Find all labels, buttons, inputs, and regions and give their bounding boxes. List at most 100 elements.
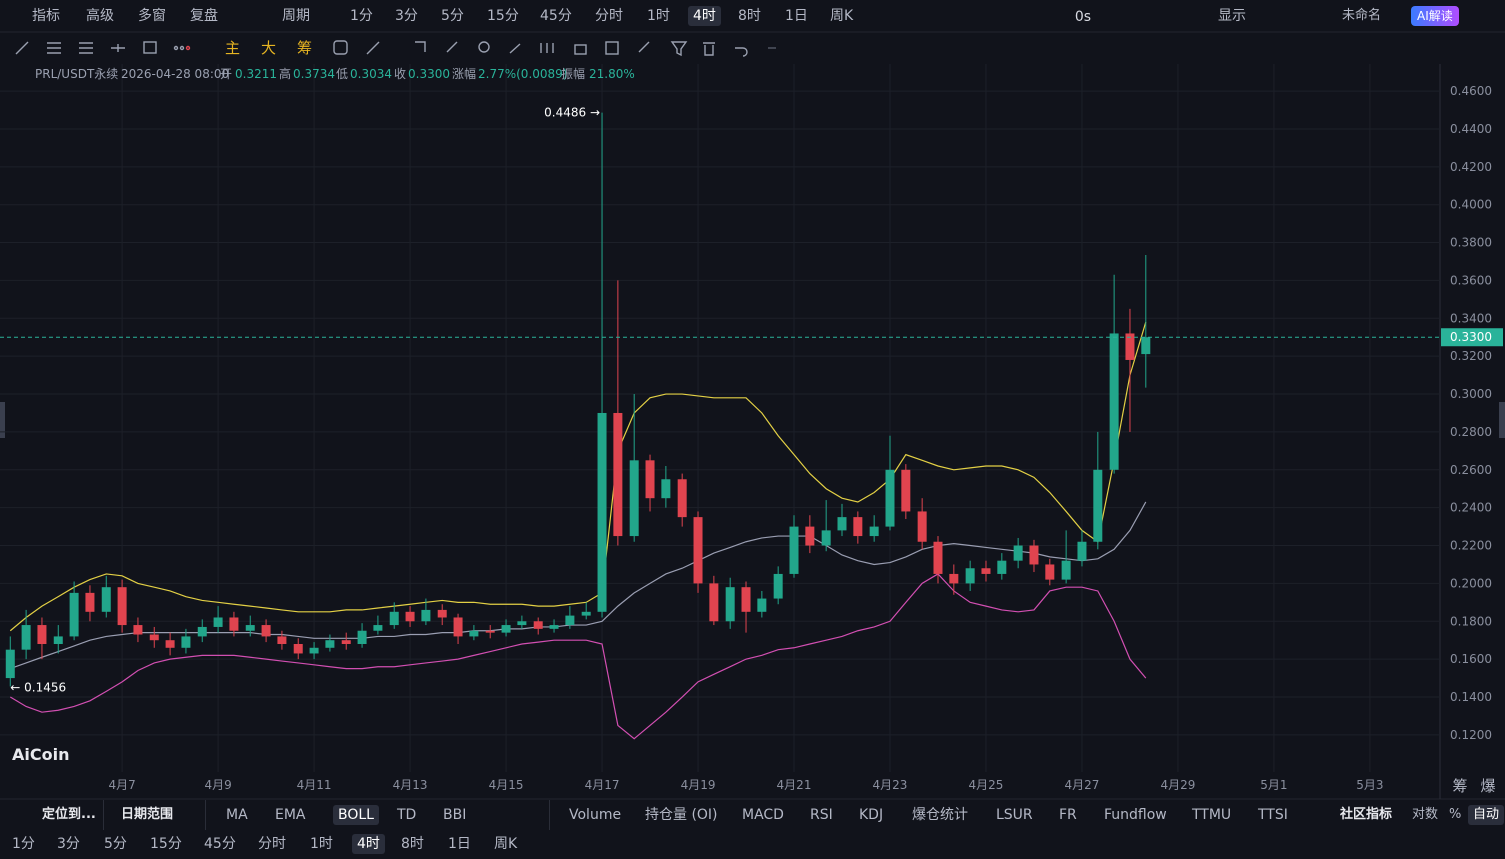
candle-body bbox=[117, 587, 127, 626]
scale-option[interactable]: 自动 bbox=[1468, 805, 1505, 825]
toolbar-button[interactable]: 指标 bbox=[32, 8, 60, 24]
main-indicator[interactable]: EMA bbox=[275, 807, 306, 823]
period-button[interactable]: 5分 bbox=[104, 836, 127, 852]
info-label: 收 bbox=[394, 67, 407, 81]
separator bbox=[205, 800, 206, 830]
candle-body bbox=[997, 560, 1007, 574]
sub-indicator[interactable]: TTSI bbox=[1258, 807, 1288, 823]
candle-body bbox=[453, 617, 463, 637]
toolbar-button[interactable]: 多窗 bbox=[138, 8, 166, 24]
period-button[interactable]: 4时 bbox=[352, 834, 385, 854]
community-indicators[interactable]: 社区指标 bbox=[1340, 807, 1393, 822]
scale-option[interactable]: % bbox=[1449, 807, 1462, 822]
sub-indicator[interactable]: TTMU bbox=[1192, 807, 1232, 823]
sub-indicator[interactable]: MACD bbox=[742, 807, 784, 823]
candle-body bbox=[869, 526, 879, 537]
sub-indicator[interactable]: 爆仓统计 bbox=[912, 807, 968, 823]
date-range-button[interactable]: 日期范围 bbox=[121, 807, 174, 822]
period-button[interactable]: 分时 bbox=[595, 8, 623, 24]
cycle-menu[interactable]: 周期 bbox=[282, 8, 310, 24]
period-button[interactable]: 1日 bbox=[448, 836, 471, 852]
toolbar-button[interactable]: 复盘 bbox=[190, 8, 218, 24]
sub-indicator[interactable]: LSUR bbox=[996, 807, 1033, 823]
plot bbox=[0, 64, 1440, 772]
candle-body bbox=[421, 609, 431, 622]
y-tick-label: 0.1200 bbox=[1450, 728, 1492, 742]
period-button[interactable]: 15分 bbox=[150, 836, 182, 852]
period-button[interactable]: 周K bbox=[830, 8, 854, 24]
period-button[interactable]: 4时 bbox=[688, 6, 721, 26]
overlay-button[interactable]: 大 bbox=[261, 39, 277, 57]
sub-indicator[interactable]: KDJ bbox=[859, 807, 884, 823]
candle-body bbox=[661, 479, 671, 499]
sub-indicator[interactable]: RSI bbox=[810, 807, 833, 823]
period-button[interactable]: 1分 bbox=[12, 836, 35, 852]
candle-body bbox=[613, 412, 623, 537]
main-indicator[interactable]: MA bbox=[226, 807, 248, 823]
candle-body bbox=[309, 647, 319, 654]
y-tick-label: 0.2000 bbox=[1450, 576, 1492, 590]
candle-body bbox=[965, 568, 975, 584]
candle-body bbox=[565, 615, 575, 626]
candle-body bbox=[581, 611, 591, 616]
period-button[interactable]: 1时 bbox=[647, 8, 670, 24]
overlay-button[interactable]: 筹 bbox=[297, 39, 313, 57]
locate-button[interactable]: 定位到... bbox=[42, 807, 96, 822]
overlay-button[interactable]: 主 bbox=[225, 39, 241, 57]
period-button[interactable]: 1时 bbox=[310, 836, 333, 852]
candle-body bbox=[709, 583, 719, 622]
period-button[interactable]: 1分 bbox=[350, 8, 373, 24]
timestamp: 2026-04-28 08:00 bbox=[121, 67, 230, 81]
scale-option[interactable]: 对数 bbox=[1412, 807, 1439, 822]
layout-name[interactable]: 未命名 bbox=[1342, 8, 1382, 23]
period-button[interactable]: 周K bbox=[494, 836, 518, 852]
candle-body bbox=[197, 626, 207, 637]
period-button[interactable]: 15分 bbox=[487, 8, 519, 24]
period-button[interactable]: 3分 bbox=[57, 836, 80, 852]
info-value: 21.80% bbox=[589, 67, 635, 81]
candle-body bbox=[837, 517, 847, 531]
high-marker: 0.4486 → bbox=[544, 106, 600, 120]
candle-body bbox=[213, 617, 223, 627]
sub-indicator[interactable]: 持仓量 (OI) bbox=[645, 807, 718, 823]
candle-body bbox=[821, 530, 831, 546]
candle-body bbox=[405, 611, 415, 622]
candle-body bbox=[85, 592, 95, 612]
y-tick-label: 0.3800 bbox=[1450, 236, 1492, 250]
period-button[interactable]: 3分 bbox=[395, 8, 418, 24]
candle-body bbox=[901, 469, 911, 512]
info-value: 0.3734 bbox=[293, 67, 335, 81]
period-button[interactable]: 5分 bbox=[441, 8, 464, 24]
candle-body bbox=[677, 479, 687, 518]
ai-button[interactable]: AI解读 bbox=[1411, 6, 1459, 26]
sub-indicator[interactable]: Volume bbox=[569, 807, 622, 823]
period-button[interactable]: 45分 bbox=[204, 836, 236, 852]
sub-indicator[interactable]: FR bbox=[1059, 807, 1077, 823]
info-value: 0.3300 bbox=[408, 67, 450, 81]
period-button[interactable]: 45分 bbox=[540, 8, 572, 24]
x-tick-label: 4月23 bbox=[873, 778, 908, 792]
y-tick-label: 0.1400 bbox=[1450, 690, 1492, 704]
main-indicator[interactable]: BOLL bbox=[333, 805, 379, 825]
candle-body bbox=[917, 511, 927, 542]
candle-body bbox=[549, 625, 559, 629]
display-menu[interactable]: 显示 bbox=[1218, 8, 1246, 24]
info-value: 0.3211 bbox=[235, 67, 277, 81]
period-button[interactable]: 分时 bbox=[258, 836, 286, 852]
candle-body bbox=[789, 526, 799, 574]
candle-body bbox=[69, 592, 79, 637]
info-label: 振幅 bbox=[561, 67, 586, 81]
period-button[interactable]: 8时 bbox=[401, 836, 424, 852]
y-tick-label: 0.4200 bbox=[1450, 160, 1492, 174]
main-indicator[interactable]: TD bbox=[397, 807, 417, 823]
candle-body bbox=[165, 640, 175, 648]
toolbar-button[interactable]: 高级 bbox=[86, 8, 114, 24]
main-indicator[interactable]: BBI bbox=[443, 807, 467, 823]
period-button[interactable]: 8时 bbox=[738, 8, 761, 24]
sub-indicator[interactable]: Fundflow bbox=[1104, 807, 1167, 823]
x-tick-label: 4月15 bbox=[489, 778, 524, 792]
last-price-tag bbox=[1441, 328, 1503, 347]
period-button[interactable]: 1日 bbox=[785, 8, 808, 24]
candle-body bbox=[741, 587, 751, 612]
